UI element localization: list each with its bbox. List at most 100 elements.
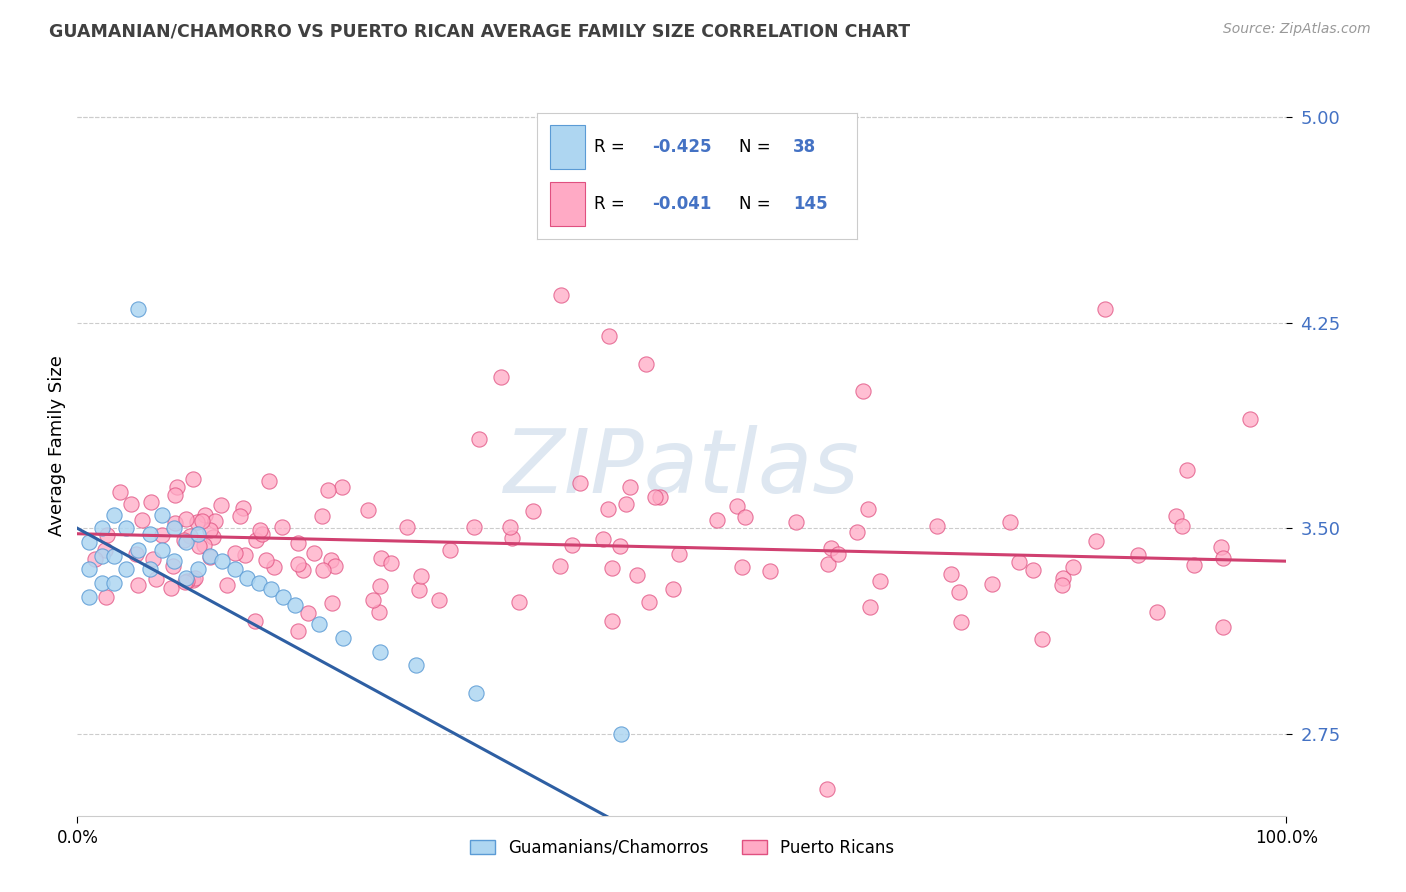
Point [287,536,309,550]
Point [408,582,430,597]
Point [321,597,343,611]
Point [217,578,239,592]
Point [465,686,488,700]
Point [1094,301,1116,316]
Point [198,524,221,538]
Point [181,573,204,587]
Point [142,551,165,566]
Point [302,546,325,560]
Point [103,549,125,563]
Point [224,562,246,576]
Point [498,520,520,534]
Point [827,547,849,561]
Point [232,500,254,515]
Point [332,631,354,645]
Point [569,476,592,491]
Point [184,571,207,585]
Point [247,576,270,591]
Point [998,515,1021,529]
Point [127,577,149,591]
Point [166,480,188,494]
Point [311,509,333,524]
Point [600,561,623,575]
Point [380,557,402,571]
Point [292,563,315,577]
Point [367,605,389,619]
Point [163,488,186,502]
Point [820,541,842,556]
Point [131,513,153,527]
Point [179,529,201,543]
Point [125,547,148,561]
Point [308,617,330,632]
Point [202,530,225,544]
Point [108,484,131,499]
Point [193,538,215,552]
Point [284,598,307,612]
Point [706,513,728,527]
Point [1050,578,1073,592]
Point [468,432,491,446]
Point [925,519,948,533]
Point [368,645,391,659]
Point [260,582,283,596]
Point [249,523,271,537]
Point [224,546,246,560]
Point [114,521,136,535]
Point [250,526,273,541]
Point [183,472,205,486]
Point [368,579,391,593]
Point [869,574,891,589]
Point [271,590,294,604]
Point [127,543,149,558]
Point [90,521,112,535]
Point [856,502,879,516]
Point [176,574,198,588]
Point [405,658,427,673]
Point [357,503,380,517]
Point [145,572,167,586]
Point [93,543,115,558]
Point [731,559,754,574]
Point [668,547,690,561]
Point [79,562,101,576]
Point [1062,560,1084,574]
Text: GUAMANIAN/CHAMORRO VS PUERTO RICAN AVERAGE FAMILY SIZE CORRELATION CHART: GUAMANIAN/CHAMORRO VS PUERTO RICAN AVERA… [49,22,910,40]
Point [96,528,118,542]
Point [600,614,623,628]
Point [1085,533,1108,548]
Point [297,607,319,621]
Point [257,474,280,488]
Y-axis label: Average Family Size: Average Family Size [48,356,66,536]
Point [981,577,1004,591]
Point [90,549,112,563]
Point [734,509,756,524]
Point [200,549,222,563]
Point [191,514,214,528]
Point [1052,571,1074,585]
Point [1022,564,1045,578]
Point [1164,508,1187,523]
Point [815,781,838,796]
Point [174,535,197,549]
Point [522,504,544,518]
Point [103,508,125,522]
Point [209,499,232,513]
Point [845,525,868,540]
Point [427,592,450,607]
Point [1182,558,1205,573]
Point [598,329,620,343]
Point [1211,540,1233,554]
Point [211,554,233,568]
Point [103,576,125,591]
Point [229,508,252,523]
Point [243,614,266,628]
Point [120,497,142,511]
Point [592,532,614,546]
Point [79,535,101,549]
Point [163,516,186,531]
Point [139,562,162,576]
Point [316,483,339,497]
Point [644,490,666,504]
Point [859,600,882,615]
